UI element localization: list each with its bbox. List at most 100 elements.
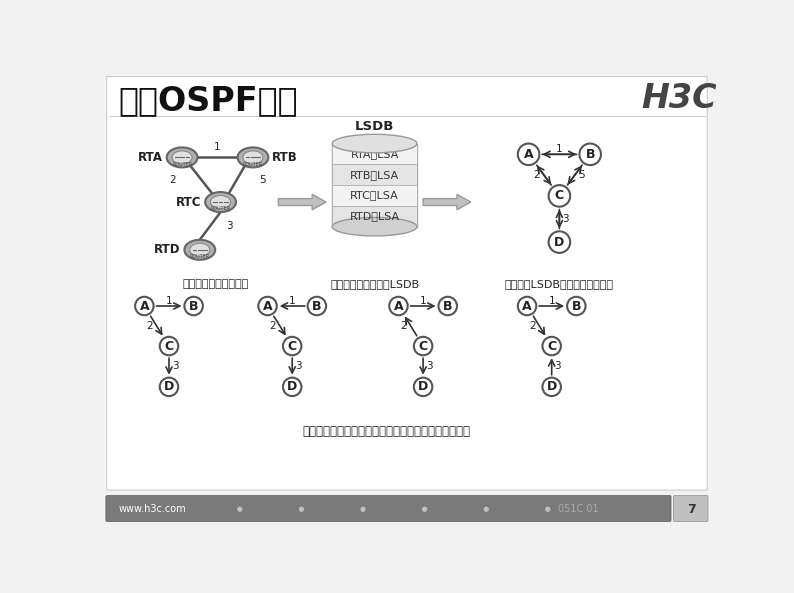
Text: （一）网络的拓扑结构: （一）网络的拓扑结构 xyxy=(182,279,249,289)
Circle shape xyxy=(238,508,241,511)
Text: C: C xyxy=(418,340,428,353)
Text: ROUTER: ROUTER xyxy=(210,206,230,212)
Text: D: D xyxy=(164,380,174,393)
Circle shape xyxy=(518,296,536,315)
Ellipse shape xyxy=(332,218,417,236)
Circle shape xyxy=(135,296,153,315)
Bar xyxy=(332,144,417,227)
Text: 1: 1 xyxy=(214,142,221,152)
Text: 3: 3 xyxy=(295,362,302,371)
FancyBboxPatch shape xyxy=(106,495,671,522)
Ellipse shape xyxy=(243,151,263,164)
Circle shape xyxy=(160,337,178,355)
Circle shape xyxy=(422,508,426,511)
Text: 3: 3 xyxy=(554,362,561,371)
Text: 7: 7 xyxy=(687,503,696,516)
Text: 3: 3 xyxy=(226,221,233,231)
Ellipse shape xyxy=(190,243,210,256)
Text: www.h3c.com: www.h3c.com xyxy=(118,504,186,514)
FancyBboxPatch shape xyxy=(673,495,708,522)
Text: 生成OSPF路由: 生成OSPF路由 xyxy=(118,84,298,117)
Circle shape xyxy=(283,337,302,355)
Circle shape xyxy=(542,337,561,355)
Text: H3C: H3C xyxy=(641,82,716,114)
Text: 2: 2 xyxy=(146,321,153,331)
Text: 3: 3 xyxy=(426,362,433,371)
Text: （四）每台路由器分别以自己为根节点计算最小生成树: （四）每台路由器分别以自己为根节点计算最小生成树 xyxy=(303,425,470,438)
Ellipse shape xyxy=(210,196,230,209)
Circle shape xyxy=(414,378,433,396)
Text: A: A xyxy=(263,299,272,313)
Text: 1: 1 xyxy=(420,296,426,305)
Circle shape xyxy=(549,185,570,207)
Circle shape xyxy=(389,296,407,315)
Text: 2: 2 xyxy=(534,170,541,180)
Circle shape xyxy=(307,296,326,315)
Circle shape xyxy=(549,231,570,253)
Text: ROUTER: ROUTER xyxy=(243,162,263,167)
Text: RTC: RTC xyxy=(175,196,202,209)
Text: A: A xyxy=(140,299,149,313)
Text: RTD的LSA: RTD的LSA xyxy=(349,211,399,221)
FancyBboxPatch shape xyxy=(106,76,707,490)
Text: D: D xyxy=(546,380,557,393)
Circle shape xyxy=(361,508,365,511)
Ellipse shape xyxy=(205,192,236,212)
Circle shape xyxy=(518,144,539,165)
Text: C: C xyxy=(555,189,564,202)
Text: C: C xyxy=(287,340,297,353)
Bar xyxy=(332,185,417,206)
Ellipse shape xyxy=(332,134,417,153)
Ellipse shape xyxy=(184,240,215,260)
Text: 3: 3 xyxy=(172,362,179,371)
Text: 2: 2 xyxy=(529,321,536,331)
Text: C: C xyxy=(547,340,557,353)
Ellipse shape xyxy=(167,148,198,167)
Text: RTD: RTD xyxy=(154,243,180,256)
Text: ROUTER: ROUTER xyxy=(190,254,210,259)
Text: A: A xyxy=(522,299,532,313)
Bar xyxy=(332,164,417,185)
Circle shape xyxy=(184,296,203,315)
Text: 2: 2 xyxy=(270,321,276,331)
Text: （三）由LSDB得到的带权有向图: （三）由LSDB得到的带权有向图 xyxy=(505,279,614,289)
Text: （二）每台路由器的LSDB: （二）每台路由器的LSDB xyxy=(330,279,419,289)
Ellipse shape xyxy=(237,148,268,167)
Text: B: B xyxy=(189,299,198,313)
Text: D: D xyxy=(554,235,565,248)
Circle shape xyxy=(567,296,585,315)
Circle shape xyxy=(484,508,488,511)
Text: 1: 1 xyxy=(549,296,555,305)
Bar xyxy=(332,144,417,164)
Polygon shape xyxy=(423,195,471,210)
Text: RTA: RTA xyxy=(138,151,163,164)
Text: RTB的LSA: RTB的LSA xyxy=(350,170,399,180)
Polygon shape xyxy=(279,195,326,210)
Text: B: B xyxy=(443,299,453,313)
Circle shape xyxy=(414,337,433,355)
Text: 5: 5 xyxy=(578,170,585,180)
Text: 051C 01: 051C 01 xyxy=(558,504,599,514)
Text: 3: 3 xyxy=(562,214,569,224)
Text: B: B xyxy=(312,299,322,313)
Text: A: A xyxy=(394,299,403,313)
Circle shape xyxy=(299,508,303,511)
Text: 1: 1 xyxy=(289,296,295,305)
Text: 2: 2 xyxy=(169,175,176,185)
Text: 2: 2 xyxy=(400,321,407,331)
Circle shape xyxy=(438,296,457,315)
Text: 1: 1 xyxy=(166,296,172,305)
Circle shape xyxy=(160,378,178,396)
Text: LSDB: LSDB xyxy=(355,120,395,133)
Text: B: B xyxy=(585,148,595,161)
Text: D: D xyxy=(418,380,428,393)
Circle shape xyxy=(580,144,601,165)
Circle shape xyxy=(542,378,561,396)
Text: B: B xyxy=(572,299,581,313)
Text: A: A xyxy=(524,148,534,161)
Text: RTB: RTB xyxy=(272,151,298,164)
Ellipse shape xyxy=(172,151,192,164)
Text: ROUTER: ROUTER xyxy=(172,162,192,167)
Circle shape xyxy=(283,378,302,396)
Text: RTA的LSA: RTA的LSA xyxy=(350,149,399,159)
